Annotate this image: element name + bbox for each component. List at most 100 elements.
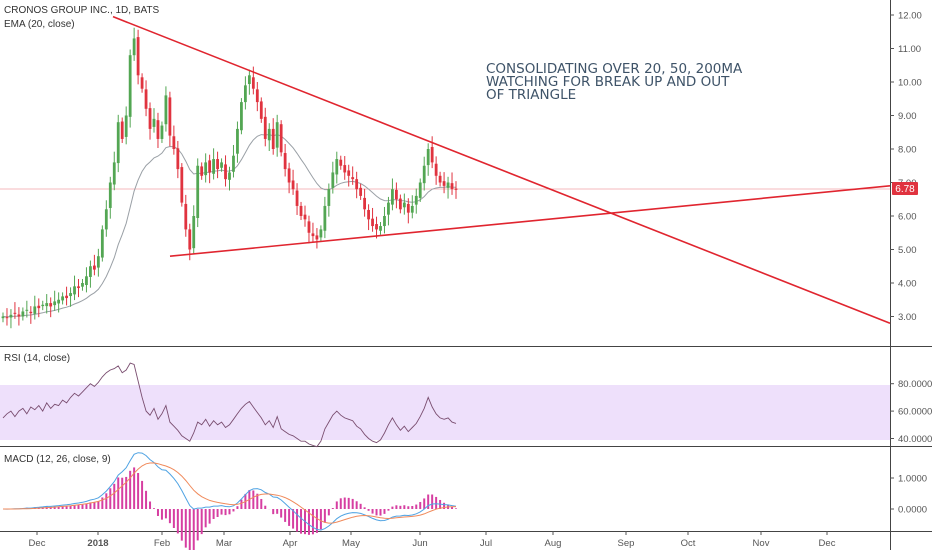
candle-down [283, 153, 287, 170]
symbol-title: CRONOS GROUP INC., 1D, BATS [4, 5, 160, 16]
macd-axis-label: 0.0000 [898, 505, 927, 516]
candle-down [347, 170, 351, 176]
candle-up [1, 316, 5, 319]
candle-down [172, 136, 176, 149]
candle-up [104, 209, 108, 230]
price-axis-label: 4.00 [898, 279, 917, 290]
candle-down [200, 166, 204, 176]
candle-down [148, 108, 152, 129]
candle-up [418, 182, 422, 198]
candle-down [216, 159, 219, 170]
price-axis-label: 9.00 [898, 111, 917, 122]
candle-up [196, 165, 200, 219]
candle-up [21, 311, 25, 317]
time-axis-label: Oct [681, 538, 696, 549]
last-price-tag [892, 182, 918, 195]
candle-down [343, 165, 347, 173]
candle-down [120, 121, 124, 139]
candle-up [236, 128, 239, 154]
candle-down [434, 163, 438, 176]
candle-down [5, 317, 9, 319]
candle-up [81, 283, 84, 287]
candle-down [315, 235, 319, 240]
candle-down [92, 265, 96, 270]
candle-down [140, 77, 144, 89]
candle-up [212, 159, 216, 174]
candle-up [414, 195, 418, 205]
candle-down [394, 189, 398, 200]
candle-down [279, 124, 283, 153]
candle-up [53, 301, 57, 306]
candle-down [208, 160, 212, 173]
price-axis-label: 10.00 [898, 78, 922, 89]
candle-up [426, 149, 430, 166]
candle-up [96, 256, 100, 268]
candle-up [164, 95, 168, 125]
candle-up [128, 55, 132, 117]
candle-up [89, 266, 92, 277]
candle-up [41, 304, 45, 307]
candle-up [387, 202, 390, 215]
candle-down [367, 209, 370, 220]
candle-up [152, 118, 156, 127]
candle-down [375, 224, 378, 230]
candle-up [275, 122, 279, 148]
time-axis-label: Aug [545, 538, 562, 549]
candle-up [243, 85, 247, 103]
candle-up [410, 205, 414, 213]
rsi-axis-label: 40.0000 [898, 434, 932, 445]
time-axis-label: Sep [618, 538, 635, 549]
candle-down [295, 190, 299, 206]
price-axis-label: 12.00 [898, 11, 922, 22]
candle-down [271, 128, 275, 149]
candle-up [247, 75, 251, 85]
candle-up [204, 162, 208, 176]
time-axis-label: Dec [29, 538, 46, 549]
time-axis-label: Feb [154, 538, 170, 549]
candle-down [176, 148, 180, 170]
candle-up [100, 229, 104, 258]
candle-up [446, 182, 450, 188]
candle-up [85, 276, 88, 286]
rsi-axis-label: 60.0000 [898, 407, 932, 418]
candle-down [430, 146, 434, 163]
candle-up [327, 189, 331, 206]
candle-down [49, 303, 53, 307]
trendline-upper [112, 15, 891, 324]
rsi-axis-label: 80.0000 [898, 379, 932, 390]
rsi-indicator-label: RSI (14, close) [4, 353, 70, 364]
candle-up [25, 309, 29, 311]
candle-up [45, 303, 49, 307]
candle-down [13, 312, 17, 314]
trendline-lower [169, 185, 891, 257]
candle-down [77, 286, 80, 289]
candle-down [398, 198, 402, 210]
candle-up [112, 162, 116, 185]
candle-up [323, 205, 327, 231]
candle-up [383, 216, 386, 227]
candle-up [402, 202, 406, 208]
candle-down [29, 311, 33, 314]
price-axis-label: 6.00 [898, 212, 917, 223]
candle-down [291, 180, 295, 190]
candle-up [108, 182, 112, 208]
candle-down [450, 183, 454, 190]
ema-indicator-label: EMA (20, close) [4, 19, 75, 30]
candle-down [442, 181, 446, 186]
candle-down [303, 214, 307, 220]
candle-down [259, 101, 263, 119]
candle-up [124, 115, 128, 137]
candle-down [287, 168, 291, 183]
candle-down [180, 167, 184, 203]
candle-down [299, 205, 303, 216]
candle-down [263, 116, 267, 139]
candle-up [267, 128, 271, 141]
candle-down [65, 295, 68, 299]
time-axis-label: Jun [412, 538, 427, 549]
annotation-line-3: OF TRIANGLE [486, 87, 576, 103]
candle-up [57, 299, 61, 304]
candle-down [311, 233, 315, 237]
candle-down [339, 159, 343, 166]
candle-down [438, 175, 442, 183]
